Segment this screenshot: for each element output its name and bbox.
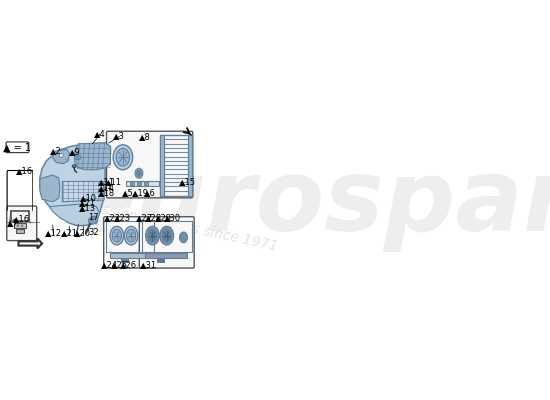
Polygon shape <box>188 135 192 196</box>
Text: ▲5: ▲5 <box>123 188 134 197</box>
Text: ▲13: ▲13 <box>79 203 97 212</box>
Ellipse shape <box>148 229 157 242</box>
Ellipse shape <box>76 156 79 158</box>
Text: ▲24: ▲24 <box>101 260 118 269</box>
Text: 32: 32 <box>88 228 98 237</box>
FancyBboxPatch shape <box>6 142 29 153</box>
FancyBboxPatch shape <box>104 217 157 268</box>
FancyBboxPatch shape <box>107 131 192 198</box>
Ellipse shape <box>124 226 138 245</box>
Text: ▲22: ▲22 <box>104 213 121 222</box>
Text: ▲29: ▲29 <box>155 213 172 222</box>
Text: ▲15: ▲15 <box>179 177 196 186</box>
Polygon shape <box>40 175 60 202</box>
Text: ▲9: ▲9 <box>69 148 81 156</box>
Polygon shape <box>75 143 111 170</box>
Text: ▲10: ▲10 <box>80 193 97 202</box>
Text: ▲21: ▲21 <box>61 228 78 237</box>
Ellipse shape <box>17 225 19 226</box>
Text: ▲11: ▲11 <box>98 177 114 186</box>
Ellipse shape <box>135 168 143 178</box>
Bar <box>121 258 128 262</box>
Text: ▲14: ▲14 <box>98 183 114 192</box>
Ellipse shape <box>116 148 130 166</box>
Bar <box>110 253 152 258</box>
Polygon shape <box>89 216 98 224</box>
Ellipse shape <box>59 154 63 157</box>
Ellipse shape <box>160 226 173 245</box>
Bar <box>160 135 191 196</box>
Text: eurospares: eurospares <box>68 155 550 252</box>
Text: ▲18: ▲18 <box>97 188 115 197</box>
Text: ▲2: ▲2 <box>51 146 62 155</box>
Polygon shape <box>53 150 69 164</box>
Polygon shape <box>16 229 24 233</box>
Text: ▲3: ▲3 <box>113 131 125 140</box>
Text: ▲31: ▲31 <box>140 260 157 269</box>
Text: ▲23: ▲23 <box>114 213 131 222</box>
Ellipse shape <box>113 145 133 170</box>
Polygon shape <box>50 204 100 226</box>
Text: ▲25: ▲25 <box>111 260 128 269</box>
Text: ▲12: ▲12 <box>45 228 62 237</box>
Ellipse shape <box>162 229 172 242</box>
Bar <box>157 258 164 262</box>
Bar <box>137 182 141 185</box>
Polygon shape <box>40 143 111 226</box>
Ellipse shape <box>65 158 67 160</box>
Bar <box>145 253 188 258</box>
FancyBboxPatch shape <box>7 206 37 241</box>
Polygon shape <box>19 238 42 248</box>
Text: ▲11: ▲11 <box>105 177 122 186</box>
Text: ▲4: ▲4 <box>94 128 106 138</box>
Text: 17: 17 <box>88 213 98 222</box>
Text: ▲8: ▲8 <box>139 132 151 141</box>
Ellipse shape <box>110 226 124 245</box>
Text: ▲28: ▲28 <box>145 213 162 222</box>
Polygon shape <box>14 223 26 228</box>
Polygon shape <box>160 135 164 196</box>
Text: ▲16: ▲16 <box>13 214 30 223</box>
Polygon shape <box>62 182 104 202</box>
Ellipse shape <box>72 165 76 168</box>
Text: ▲16: ▲16 <box>15 166 33 175</box>
Text: ▲26: ▲26 <box>120 260 138 269</box>
Ellipse shape <box>74 155 81 160</box>
Ellipse shape <box>136 170 141 176</box>
Ellipse shape <box>126 229 136 242</box>
Bar <box>130 182 134 185</box>
Text: ▲ = 1: ▲ = 1 <box>3 142 31 152</box>
FancyBboxPatch shape <box>139 217 194 268</box>
Text: ▲19: ▲19 <box>131 188 148 197</box>
Text: ▲6: ▲6 <box>144 188 156 197</box>
Bar <box>144 182 148 185</box>
Polygon shape <box>126 182 158 186</box>
Text: ▲21: ▲21 <box>79 198 96 207</box>
Text: ▲27: ▲27 <box>136 213 153 222</box>
Text: ▲7: ▲7 <box>7 218 19 226</box>
Ellipse shape <box>146 226 159 245</box>
Ellipse shape <box>21 225 23 226</box>
Ellipse shape <box>112 229 122 242</box>
Text: ▲30: ▲30 <box>164 213 182 222</box>
Ellipse shape <box>179 232 188 243</box>
Text: 1: 1 <box>106 182 112 191</box>
Text: a passion for parts since 1971: a passion for parts since 1971 <box>72 196 279 254</box>
Text: ▲20: ▲20 <box>74 228 91 237</box>
